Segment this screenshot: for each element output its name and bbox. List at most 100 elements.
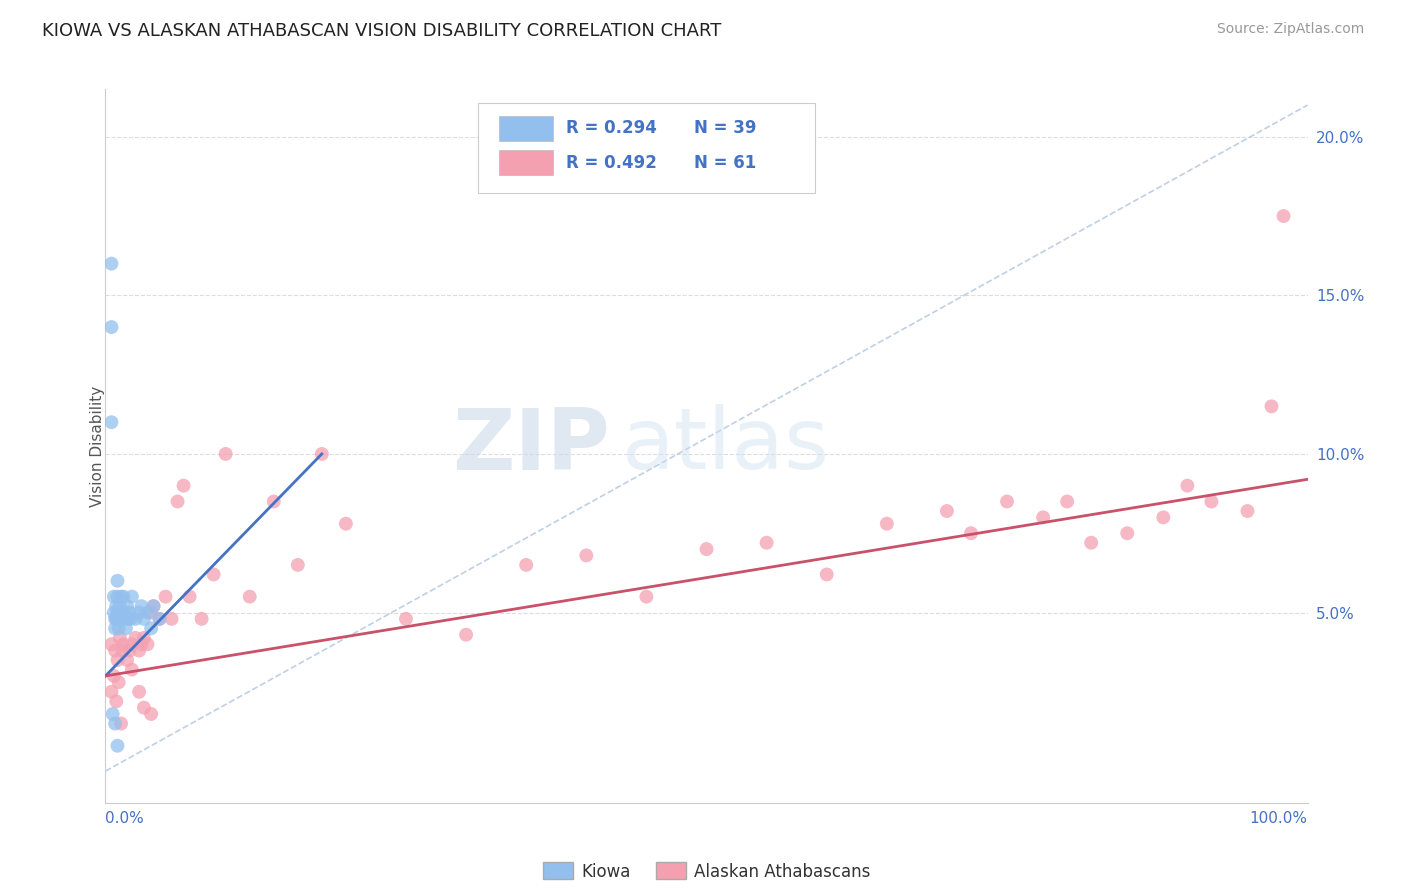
Point	[104, 643, 127, 657]
Point	[118, 606, 141, 620]
Point	[107, 653, 129, 667]
Point	[515, 558, 537, 572]
Point	[166, 494, 188, 508]
Point	[636, 590, 658, 604]
Point	[755, 535, 778, 549]
Point	[112, 637, 135, 651]
Point	[120, 612, 142, 626]
Point	[173, 478, 195, 492]
Point	[110, 590, 132, 604]
Text: N = 39: N = 39	[695, 120, 756, 137]
Point	[108, 599, 131, 614]
Point	[128, 685, 150, 699]
Point	[179, 590, 201, 604]
Point	[100, 415, 122, 429]
Legend: Kiowa, Alaskan Athabascans: Kiowa, Alaskan Athabascans	[536, 855, 877, 888]
Text: ZIP: ZIP	[453, 404, 610, 488]
Point	[1080, 535, 1102, 549]
Point	[995, 494, 1018, 508]
Point	[263, 494, 285, 508]
Point	[876, 516, 898, 531]
Point	[105, 599, 128, 614]
Point	[142, 599, 165, 614]
Point	[1236, 504, 1258, 518]
Point	[107, 739, 129, 753]
Point	[1116, 526, 1139, 541]
Point	[105, 694, 128, 708]
Point	[936, 504, 959, 518]
Point	[124, 612, 146, 626]
Text: 0.0%: 0.0%	[105, 812, 145, 826]
Point	[239, 590, 262, 604]
Point	[128, 606, 150, 620]
Point	[100, 685, 122, 699]
Point	[103, 606, 125, 620]
Point	[139, 706, 162, 721]
Point	[110, 606, 132, 620]
Point	[132, 631, 155, 645]
Point	[101, 706, 124, 721]
FancyBboxPatch shape	[499, 116, 553, 141]
Point	[112, 590, 135, 604]
Point	[202, 567, 225, 582]
Point	[136, 637, 159, 651]
Point	[1260, 400, 1282, 414]
Point	[155, 590, 177, 604]
Text: N = 61: N = 61	[695, 153, 756, 171]
Text: KIOWA VS ALASKAN ATHABASCAN VISION DISABILITY CORRELATION CHART: KIOWA VS ALASKAN ATHABASCAN VISION DISAB…	[42, 22, 721, 40]
Point	[1152, 510, 1174, 524]
Point	[815, 567, 838, 582]
Point	[115, 621, 138, 635]
Point	[112, 606, 135, 620]
Point	[100, 320, 122, 334]
Point	[104, 621, 127, 635]
Y-axis label: Vision Disability: Vision Disability	[90, 385, 104, 507]
Point	[287, 558, 309, 572]
Point	[136, 606, 159, 620]
Point	[148, 612, 170, 626]
Point	[190, 612, 212, 626]
Point	[118, 643, 141, 657]
Text: R = 0.294: R = 0.294	[565, 120, 657, 137]
Point	[132, 700, 155, 714]
Point	[100, 257, 122, 271]
Point	[139, 606, 162, 620]
Text: R = 0.492: R = 0.492	[565, 153, 657, 171]
Point	[128, 643, 150, 657]
Point	[115, 653, 138, 667]
Point	[124, 631, 146, 645]
Point	[107, 612, 129, 626]
Point	[960, 526, 983, 541]
Point	[114, 612, 136, 626]
Point	[214, 447, 236, 461]
Point	[107, 574, 129, 588]
Point	[148, 612, 170, 626]
Point	[1056, 494, 1078, 508]
Point	[117, 612, 139, 626]
Point	[131, 637, 153, 651]
Point	[107, 621, 129, 635]
Point	[121, 663, 143, 677]
Point	[100, 637, 122, 651]
Point	[132, 612, 155, 626]
Point	[160, 612, 183, 626]
Point	[107, 590, 129, 604]
Point	[110, 716, 132, 731]
Point	[108, 612, 131, 626]
FancyBboxPatch shape	[499, 150, 553, 175]
Point	[107, 606, 129, 620]
Point	[121, 637, 143, 651]
Text: atlas: atlas	[623, 404, 831, 488]
Point	[104, 612, 127, 626]
Point	[103, 590, 125, 604]
Point	[1201, 494, 1223, 508]
Point	[395, 612, 418, 626]
Point	[111, 612, 134, 626]
Point	[1032, 510, 1054, 524]
Point	[107, 675, 129, 690]
Point	[311, 447, 333, 461]
Point	[696, 542, 718, 557]
Point	[335, 516, 357, 531]
Text: 100.0%: 100.0%	[1250, 812, 1308, 826]
Point	[1175, 478, 1198, 492]
